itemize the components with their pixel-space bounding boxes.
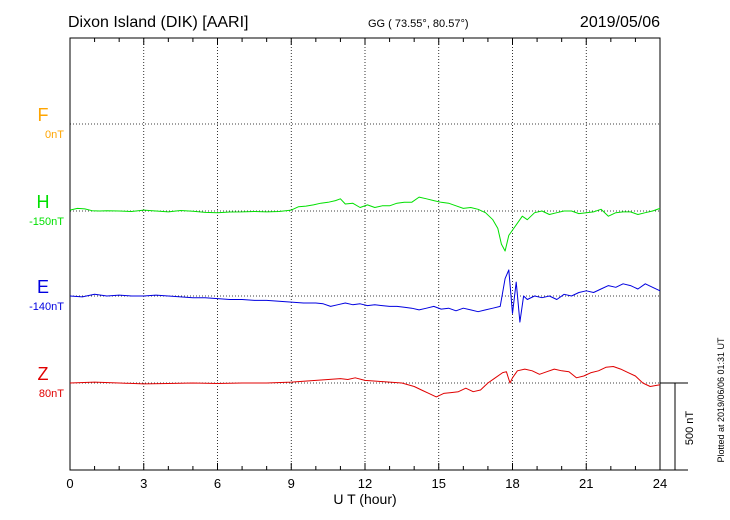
x-tick-label: 15 xyxy=(432,476,446,491)
x-tick-label: 12 xyxy=(358,476,372,491)
x-tick-label: 0 xyxy=(66,476,73,491)
x-tick-label: 6 xyxy=(214,476,221,491)
scale-bar: 500 nT xyxy=(660,382,696,471)
plot-grid xyxy=(70,38,660,470)
chart-title: Dixon Island (DIK) [AARI] xyxy=(68,14,249,31)
series-offset-f: 0nT xyxy=(45,129,64,141)
x-tick-label: 9 xyxy=(288,476,295,491)
scale-bar-label: 500 nT xyxy=(684,411,696,446)
x-axis-label: U T (hour) xyxy=(333,491,396,507)
series-line-z xyxy=(69,366,661,398)
series-offset-e: -140nT xyxy=(29,301,64,313)
x-axis-tick-labels: 0 3 6 9 12 15 18 21 24 xyxy=(66,476,667,491)
series-offset-z: 80nT xyxy=(39,388,64,400)
series-name-h: H xyxy=(37,192,50,212)
x-tick-label: 3 xyxy=(140,476,147,491)
series-name-e: E xyxy=(37,277,49,297)
x-axis-ticks xyxy=(69,38,661,470)
x-tick-label: 21 xyxy=(579,476,593,491)
plotted-at-note: Plotted at 2019/06/06 01:31 UT xyxy=(716,337,726,463)
series-line-h xyxy=(69,196,661,252)
x-tick-label: 24 xyxy=(653,476,667,491)
x-tick-label: 18 xyxy=(505,476,519,491)
series-name-f: F xyxy=(38,105,49,125)
chart-date: 2019/05/06 xyxy=(580,14,660,31)
station-coordinates: GG ( 73.55°, 80.57°) xyxy=(368,18,469,30)
series-lines xyxy=(69,196,661,398)
series-labels: F 0nT H -150nT E -140nT Z 80nT xyxy=(29,105,64,400)
series-offset-h: -150nT xyxy=(29,216,64,228)
series-line-e xyxy=(69,269,661,323)
series-name-z: Z xyxy=(38,364,49,384)
